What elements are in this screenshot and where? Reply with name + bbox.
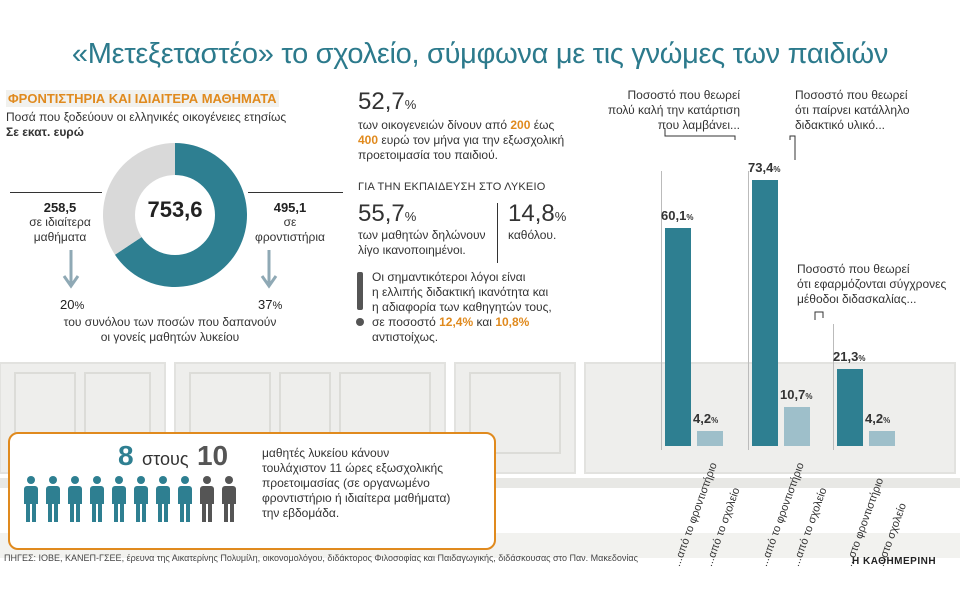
none-pct-sign: % bbox=[554, 209, 567, 224]
bar-value-3-2: 4,2% bbox=[865, 410, 891, 426]
bar-3-2 bbox=[869, 430, 895, 446]
big-8: 8 bbox=[118, 440, 134, 471]
donut-total: 753,6 bbox=[147, 197, 203, 222]
donut-hole bbox=[135, 175, 215, 255]
person-filled-icon bbox=[88, 476, 106, 524]
bar-3-1 bbox=[837, 368, 863, 446]
word-of: στους bbox=[142, 449, 189, 469]
families-line3: προετοιμασία του παιδιού. bbox=[358, 148, 499, 162]
bar-chart: 60,1% ...από το φροντιστήριο 4,2% ...από το… bbox=[585, 80, 960, 568]
share-note-1: του συνόλου των ποσών που δαπανούν bbox=[63, 315, 277, 329]
big-10: 10 bbox=[196, 440, 229, 471]
families-amount-1: 200 bbox=[510, 118, 531, 132]
question-1-line2: πολύ καλή την κατάρτιση bbox=[607, 103, 740, 117]
families-line1b: έως bbox=[533, 118, 555, 132]
little-satisfied-pct: 55,7 bbox=[358, 200, 405, 227]
arrow-down-right-icon bbox=[260, 250, 278, 289]
person-filled-icon bbox=[44, 476, 62, 524]
students-line3: προετοιμασίας (σε οργανωμένο bbox=[262, 476, 430, 490]
none-line1: καθόλου. bbox=[508, 228, 557, 242]
question-2-line3: διδακτικό υλικό... bbox=[795, 118, 885, 132]
donut-subtitle: Ποσά που ξοδεύουν οι ελληνικές οικογένει… bbox=[6, 110, 287, 124]
right-label-1: σε bbox=[283, 215, 297, 229]
brand-logo: Η ΚΑΘΗΜΕΡΙΝΗ bbox=[852, 556, 937, 567]
bar-1-1 bbox=[665, 228, 691, 446]
bar-2-1 bbox=[752, 179, 778, 446]
bar-value-1-1: 60,1% bbox=[661, 208, 694, 224]
section-title: ΦΡΟΝΤΙΣΤΗΡΙΑ ΚΑΙ ΙΔΙΑΙΤΕΡΑ ΜΑΘΗΜΑΤΑ bbox=[6, 90, 279, 107]
question-3-line1: Ποσοστό που θεωρεί bbox=[797, 262, 910, 276]
students-line1: μαθητές λυκείου κάνουν bbox=[262, 446, 390, 460]
students-line2: τουλάχιστον 11 ώρες εξωσχολικής bbox=[262, 461, 444, 475]
question-2-line2: ότι παίρνει κατάλληλο bbox=[795, 103, 910, 117]
person-filled-icon bbox=[176, 476, 194, 524]
left-pct-sign: % bbox=[74, 300, 85, 312]
left-label-1: σε ιδιαίτερα bbox=[29, 215, 91, 229]
reasons-line2: η ελλιπής διδακτική ικανότητα και bbox=[372, 285, 549, 299]
question-brackets bbox=[664, 128, 824, 320]
right-label-2: φροντιστήρια bbox=[255, 230, 325, 244]
families-line1: των οικογενειών δίνουν από bbox=[358, 118, 508, 132]
exclamation-icon bbox=[352, 270, 368, 332]
bar-value-2-1: 73,4% bbox=[748, 159, 781, 175]
little-line1: των μαθητών δηλώνουν bbox=[358, 228, 486, 242]
lyceum-heading: ΓΙΑ ΤΗΝ ΕΚΠΑΙΔΕΥΣΗ ΣΤΟ ΛΥΚΕΙΟ bbox=[358, 181, 546, 193]
person-empty-icon bbox=[220, 476, 238, 524]
left-value: 258,5 bbox=[43, 200, 77, 215]
reasons-value-1: 12,4% bbox=[439, 315, 474, 329]
person-filled-icon bbox=[154, 476, 172, 524]
group-axis-line bbox=[833, 324, 834, 450]
bar-2-2 bbox=[784, 407, 810, 446]
left-pct: 20 bbox=[60, 297, 75, 312]
question-3-line3: μέθοδοι διδασκαλίας... bbox=[797, 292, 917, 306]
students-line5: την εβδομάδα. bbox=[262, 506, 340, 520]
reasons-line5: αντιστοίχως. bbox=[372, 330, 439, 344]
people-icons bbox=[22, 476, 247, 524]
not-satisfied-pct: 14,8 bbox=[508, 200, 555, 227]
reasons-line3: η αδιαφορία των καθηγητών τους, bbox=[372, 300, 552, 314]
question-1-line3: που λαμβάνει... bbox=[657, 118, 740, 132]
right-pct-sign: % bbox=[272, 300, 283, 312]
stats-divider bbox=[497, 203, 498, 263]
person-filled-icon bbox=[22, 476, 40, 524]
reasons-line1: Οι σημαντικότεροι λόγοι είναι bbox=[372, 270, 526, 284]
page-title: «Μετεξεταστέο» το σχολείο, σύμφωνα με τι… bbox=[71, 38, 889, 70]
person-filled-icon bbox=[132, 476, 150, 524]
bar-value-1-2: 4,2% bbox=[693, 410, 719, 426]
source-note: ΠΗΓΕΣ: ΙΟΒΕ, ΚΑΝΕΠ-ΓΣΕΕ, έρευνα της Αικα… bbox=[4, 553, 638, 563]
group-axis-line bbox=[661, 170, 662, 450]
group-axis-line bbox=[748, 170, 749, 450]
right-pct: 37 bbox=[258, 297, 273, 312]
donut-chart bbox=[102, 143, 247, 287]
families-line2: ευρώ τον μήνα για την εξωσχολική bbox=[381, 133, 565, 147]
question-1-line1: Ποσοστό που θεωρεί bbox=[627, 88, 741, 102]
bar-value-2-2: 10,7% bbox=[780, 387, 813, 403]
donut-unit: Σε εκατ. ευρώ bbox=[6, 125, 84, 139]
question-3-line2: ότι εφαρμόζονται σύγχρονες bbox=[797, 277, 947, 291]
bar-1-2 bbox=[697, 430, 723, 446]
students-callout bbox=[8, 432, 496, 550]
reasons-and: και bbox=[476, 315, 492, 329]
arrow-down-left-icon bbox=[62, 250, 80, 289]
bar-value-3-1: 21,3% bbox=[833, 348, 866, 364]
families-amount-2: 400 bbox=[358, 133, 379, 147]
students-line4: φροντιστήριο ή ιδιαίτερα μαθήματα) bbox=[262, 491, 451, 505]
leader-line-right bbox=[248, 192, 343, 193]
person-empty-icon bbox=[198, 476, 216, 524]
families-pct: 52,7 bbox=[358, 88, 405, 115]
reasons-value-2: 10,8% bbox=[495, 315, 530, 329]
families-pct-sign: % bbox=[404, 97, 417, 112]
reasons-line4: σε ποσοστό bbox=[372, 315, 436, 329]
person-filled-icon bbox=[110, 476, 128, 524]
leader-line-left bbox=[10, 192, 102, 193]
share-note-2: οι γονείς μαθητών λυκείου bbox=[100, 330, 240, 344]
person-filled-icon bbox=[66, 476, 84, 524]
right-value: 495,1 bbox=[273, 200, 307, 215]
question-2-line1: Ποσοστό που θεωρεί bbox=[795, 88, 908, 102]
little-pct-sign: % bbox=[404, 209, 417, 224]
left-label-2: μαθήματα bbox=[33, 230, 87, 244]
little-line2: λίγο ικανοποιημένοι. bbox=[358, 243, 466, 257]
